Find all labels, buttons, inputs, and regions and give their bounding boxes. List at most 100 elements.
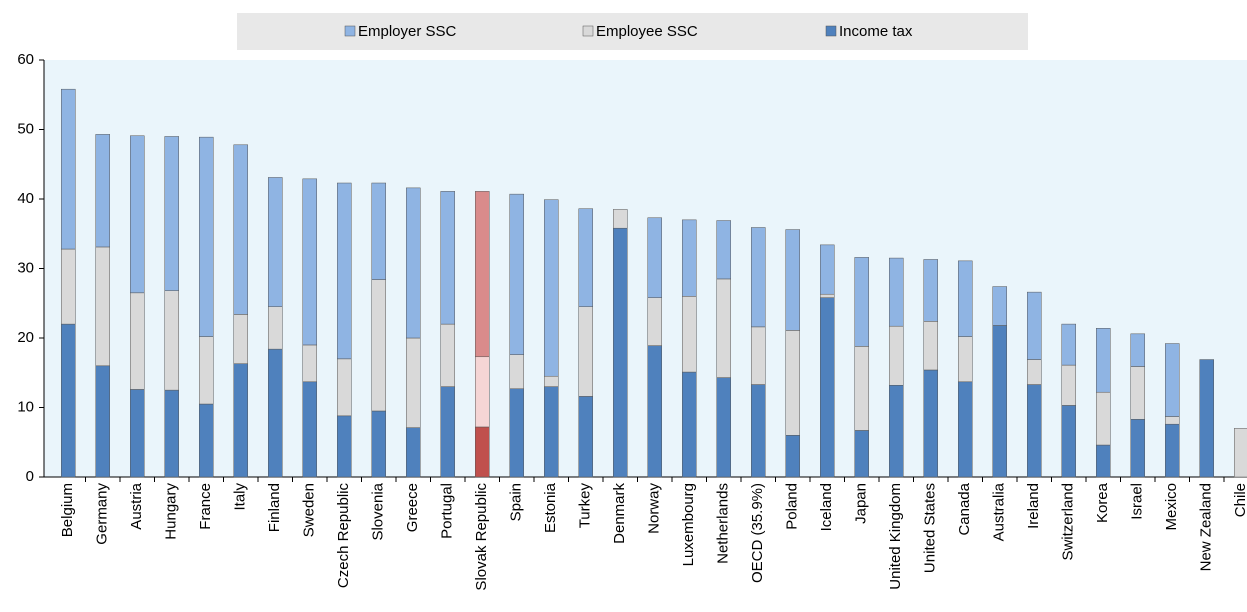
bar-segment [923,321,938,371]
bar-segment [820,244,835,295]
bar-segment [992,286,1007,326]
bar-segment [1096,444,1111,478]
x-tick-label: New Zealand [1198,483,1215,571]
bar-segment [1096,391,1111,446]
legend-label: Employee SSC [596,23,698,40]
bar-segment [475,356,490,428]
bar-segment [302,344,317,383]
legend-swatch [582,25,594,37]
x-tick-label: Denmark [611,483,628,544]
bar-segment [233,363,248,478]
bar-segment [854,430,869,478]
bar-segment [475,426,490,478]
bar-segment [199,336,214,405]
bar-segment [130,389,145,478]
bar-segment [751,227,766,328]
x-tick-label: United States [922,483,939,573]
bar-segment [1165,416,1180,425]
x-tick-label: Japan [853,483,870,524]
bar-segment [544,199,559,377]
bar-segment [1130,419,1145,478]
bar-segment [1027,384,1042,478]
bar-segment [958,260,973,337]
bar-segment [889,257,904,327]
bar-segment [475,191,490,358]
bar-segment [1199,359,1214,478]
bar-segment [440,323,455,387]
bar-segment [716,278,731,378]
bar-segment [1130,333,1145,367]
bar-segment [268,348,283,478]
legend-swatch [344,25,356,37]
bar-segment [164,136,179,291]
x-tick-label: Norway [646,483,663,534]
bar-segment [406,187,421,339]
bar-segment [61,88,76,250]
bar-segment [958,336,973,383]
x-tick-label: Slovenia [370,482,387,540]
bar-segment [164,290,179,391]
bar-segment [1096,328,1111,393]
bar-segment [889,325,904,386]
bar-segment [544,375,559,387]
bar-segment [1165,423,1180,478]
x-tick-label: Czech Republic [335,483,352,589]
y-tick-label: 0 [26,468,34,485]
bar-segment [233,144,248,315]
bar-segment [751,384,766,478]
bar-segment [337,415,352,478]
legend-swatch [825,25,837,37]
x-tick-label: United Kingdom [887,483,904,590]
x-tick-label: Mexico [1163,483,1180,531]
x-tick-label: Belgium [59,483,76,537]
bar-segment [1027,291,1042,360]
bar-segment [337,358,352,417]
bar-segment [164,389,179,478]
bar-segment [509,354,524,389]
bar-segment [1165,343,1180,417]
bar-segment [406,427,421,478]
bar-segment [647,217,662,298]
bar-segment [199,403,214,478]
bar-segment [578,306,593,397]
bar-segment [1061,405,1076,478]
x-tick-label: Poland [784,483,801,530]
bar-segment [95,246,110,367]
bar-segment [820,293,835,298]
x-tick-label: Austria [128,482,145,529]
bar-segment [233,314,248,364]
y-tick-label: 40 [17,190,34,207]
bar-segment [716,220,731,280]
bar-segment [406,337,421,428]
x-tick-label: Korea [1094,482,1111,523]
x-tick-label: Ireland [1025,483,1042,529]
bar-segment [302,381,317,478]
bar-segment [95,365,110,478]
x-tick-label: Turkey [577,483,594,529]
bar-segment [199,136,214,337]
bar-segment [1027,359,1042,385]
bar-segment [923,259,938,322]
bar-segment [578,396,593,478]
x-tick-label: Switzerland [1060,483,1077,561]
bar-segment [440,386,455,478]
bar-segment [371,182,386,280]
bar-segment [785,330,800,436]
bar-segment [613,209,628,229]
bar-segment [440,191,455,325]
bar-segment [95,134,110,248]
bar-segment [130,135,145,294]
bar-segment [682,296,697,373]
y-tick-label: 30 [17,259,34,276]
legend-label: Employer SSC [358,23,457,40]
bar-segment [854,257,869,347]
x-tick-label: Greece [404,483,421,532]
bar-segment [337,182,352,360]
x-tick-label: Italy [232,483,249,511]
bar-segment [1061,364,1076,406]
y-tick-label: 20 [17,329,34,346]
bar-segment [613,227,628,478]
bar-segment [958,381,973,478]
bar-segment [544,386,559,478]
bar-segment [716,377,731,478]
